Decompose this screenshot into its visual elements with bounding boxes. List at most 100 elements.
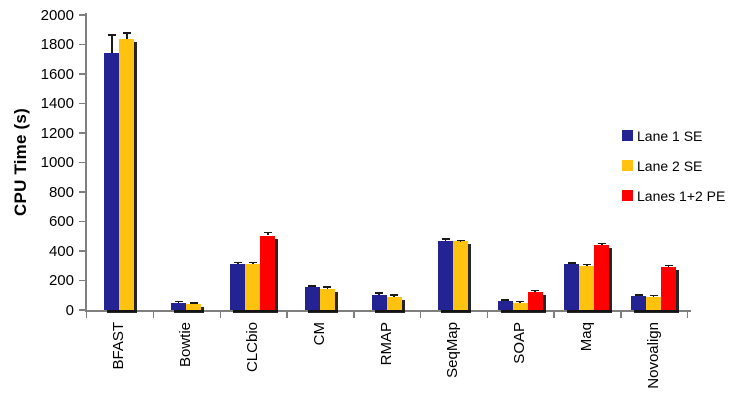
bar-lane-2-se-cm (319, 288, 335, 310)
y-tick-label: 200 (48, 272, 74, 289)
error-bar-cap (122, 32, 131, 35)
error-bar-cap (189, 301, 198, 304)
bar-lane-1-se-bfast (104, 53, 120, 310)
legend-item-lanes-1-2-pe: Lanes 1+2 PE (622, 187, 726, 204)
legend-label-lane-1-se: Lane 1 SE (637, 127, 703, 144)
bar-lane-1-se-rmap (371, 295, 387, 310)
error-bar-cap (323, 286, 332, 289)
error-bar-line (111, 34, 113, 54)
x-tick-mark (219, 311, 221, 318)
bar-lane-1-se-novoalign (631, 295, 647, 310)
bar-lane-2-se-seqmap (453, 241, 469, 310)
y-tick-mark (79, 309, 86, 311)
error-bar-cap (441, 238, 450, 241)
legend-label-lanes-1-2-pe: Lanes 1+2 PE (637, 187, 726, 204)
y-tick-mark (79, 73, 86, 75)
x-tick-mark (419, 311, 422, 318)
error-bar-line (267, 232, 269, 236)
legend-label-lane-2-se: Lane 2 SE (637, 157, 703, 174)
y-tick-label: 400 (48, 242, 74, 260)
y-tick-mark (79, 191, 86, 193)
error-bar-line (378, 293, 380, 296)
x-tick-mark (553, 311, 555, 318)
error-bar-cap (582, 263, 591, 266)
y-tick-label: 1800 (40, 36, 74, 53)
error-bar-line (668, 265, 670, 268)
bar-lane-1-se-soap (497, 301, 513, 310)
bar-lane-2-se-rmap (386, 296, 402, 310)
legend-item-lane-1-se: Lane 1 SE (622, 127, 725, 144)
error-bar-line (178, 301, 180, 304)
y-tick-label: 600 (48, 213, 74, 230)
y-tick-label: 800 (48, 183, 74, 201)
category-label-seqmap: SeqMap (444, 322, 462, 378)
category-label-clcbio: CLCbio (243, 322, 261, 373)
y-tick-label: 1400 (40, 95, 74, 112)
x-tick-mark (687, 311, 689, 318)
bar-lane-1-se-seqmap (438, 240, 454, 310)
error-bar-cap (567, 262, 576, 264)
error-bar-cap (390, 294, 398, 296)
y-tick-mark (79, 250, 86, 252)
bar-lane-2-se-soap (512, 302, 528, 310)
category-label-bowtie: Bowtie (177, 322, 195, 368)
category-label-bfast: BFAST (110, 322, 128, 370)
error-bar-cap (174, 300, 183, 303)
y-tick-label: 2000 (40, 6, 74, 24)
error-bar-cap (248, 261, 257, 264)
error-bar-line (601, 243, 603, 246)
error-bar-cap (664, 264, 673, 267)
category-label-cm: CM (310, 322, 328, 346)
x-tick-mark (486, 311, 489, 318)
y-axis-line (85, 13, 87, 312)
error-bar-line (252, 262, 254, 265)
y-tick-mark (79, 14, 86, 16)
bar-lane-1-se-cm (304, 287, 320, 310)
bar-lane-2-se-novoalign (646, 296, 662, 310)
y-tick-mark (79, 102, 86, 105)
error-bar-cap (456, 239, 465, 242)
y-tick-mark (79, 43, 86, 46)
bar-lane-1-se-bowtie (171, 303, 187, 310)
bar-lane-1-se-maq (564, 264, 580, 310)
error-bar-line (126, 33, 128, 39)
error-bar-line (393, 295, 395, 297)
error-bar-line (237, 262, 239, 265)
bar-lanes-1-2-pe-soap (527, 292, 543, 310)
bar-lanes-1-2-pe-novoalign (661, 267, 677, 310)
error-bar-cap (531, 289, 540, 292)
y-tick-mark (79, 220, 86, 223)
y-tick-label: 0 (65, 301, 74, 319)
error-bar-cap (233, 261, 242, 264)
y-tick-label: 1600 (40, 65, 74, 83)
error-bar-cap (375, 292, 383, 295)
x-tick-mark (353, 311, 355, 318)
error-bar-cap (308, 284, 317, 287)
bar-lane-1-se-clcbio (230, 264, 246, 310)
legend-item-lane-2-se: Lane 2 SE (622, 157, 725, 174)
error-bar-cap (516, 300, 525, 303)
x-tick-mark (152, 311, 155, 318)
category-label-rmap: RMAP (377, 322, 395, 366)
legend: Lane 1 SE Lane 2 SE Lanes 1+2 PE (622, 128, 725, 218)
y-tick-mark (79, 161, 86, 164)
error-bar-cap (263, 231, 272, 234)
error-bar-line (534, 290, 536, 293)
category-label-maq: Maq (577, 322, 595, 352)
x-tick-mark (620, 311, 622, 318)
y-tick-mark (79, 132, 86, 134)
bar-lane-2-se-bfast (119, 38, 135, 310)
error-bar-cap (649, 294, 658, 297)
legend-swatch-lane-1-se (622, 130, 633, 141)
y-tick-label: 1200 (40, 124, 74, 142)
x-tick-mark (286, 311, 288, 318)
y-tick-label: 1000 (40, 154, 74, 171)
x-axis-line (85, 310, 691, 312)
category-label-novoalign: Novoalign (644, 322, 662, 389)
error-bar-cap (107, 33, 116, 36)
y-tick-mark (79, 279, 86, 282)
bar-lane-2-se-clcbio (245, 264, 261, 310)
legend-swatch-lane-2-se (622, 160, 633, 171)
legend-swatch-lanes-1-2-pe (622, 190, 633, 201)
